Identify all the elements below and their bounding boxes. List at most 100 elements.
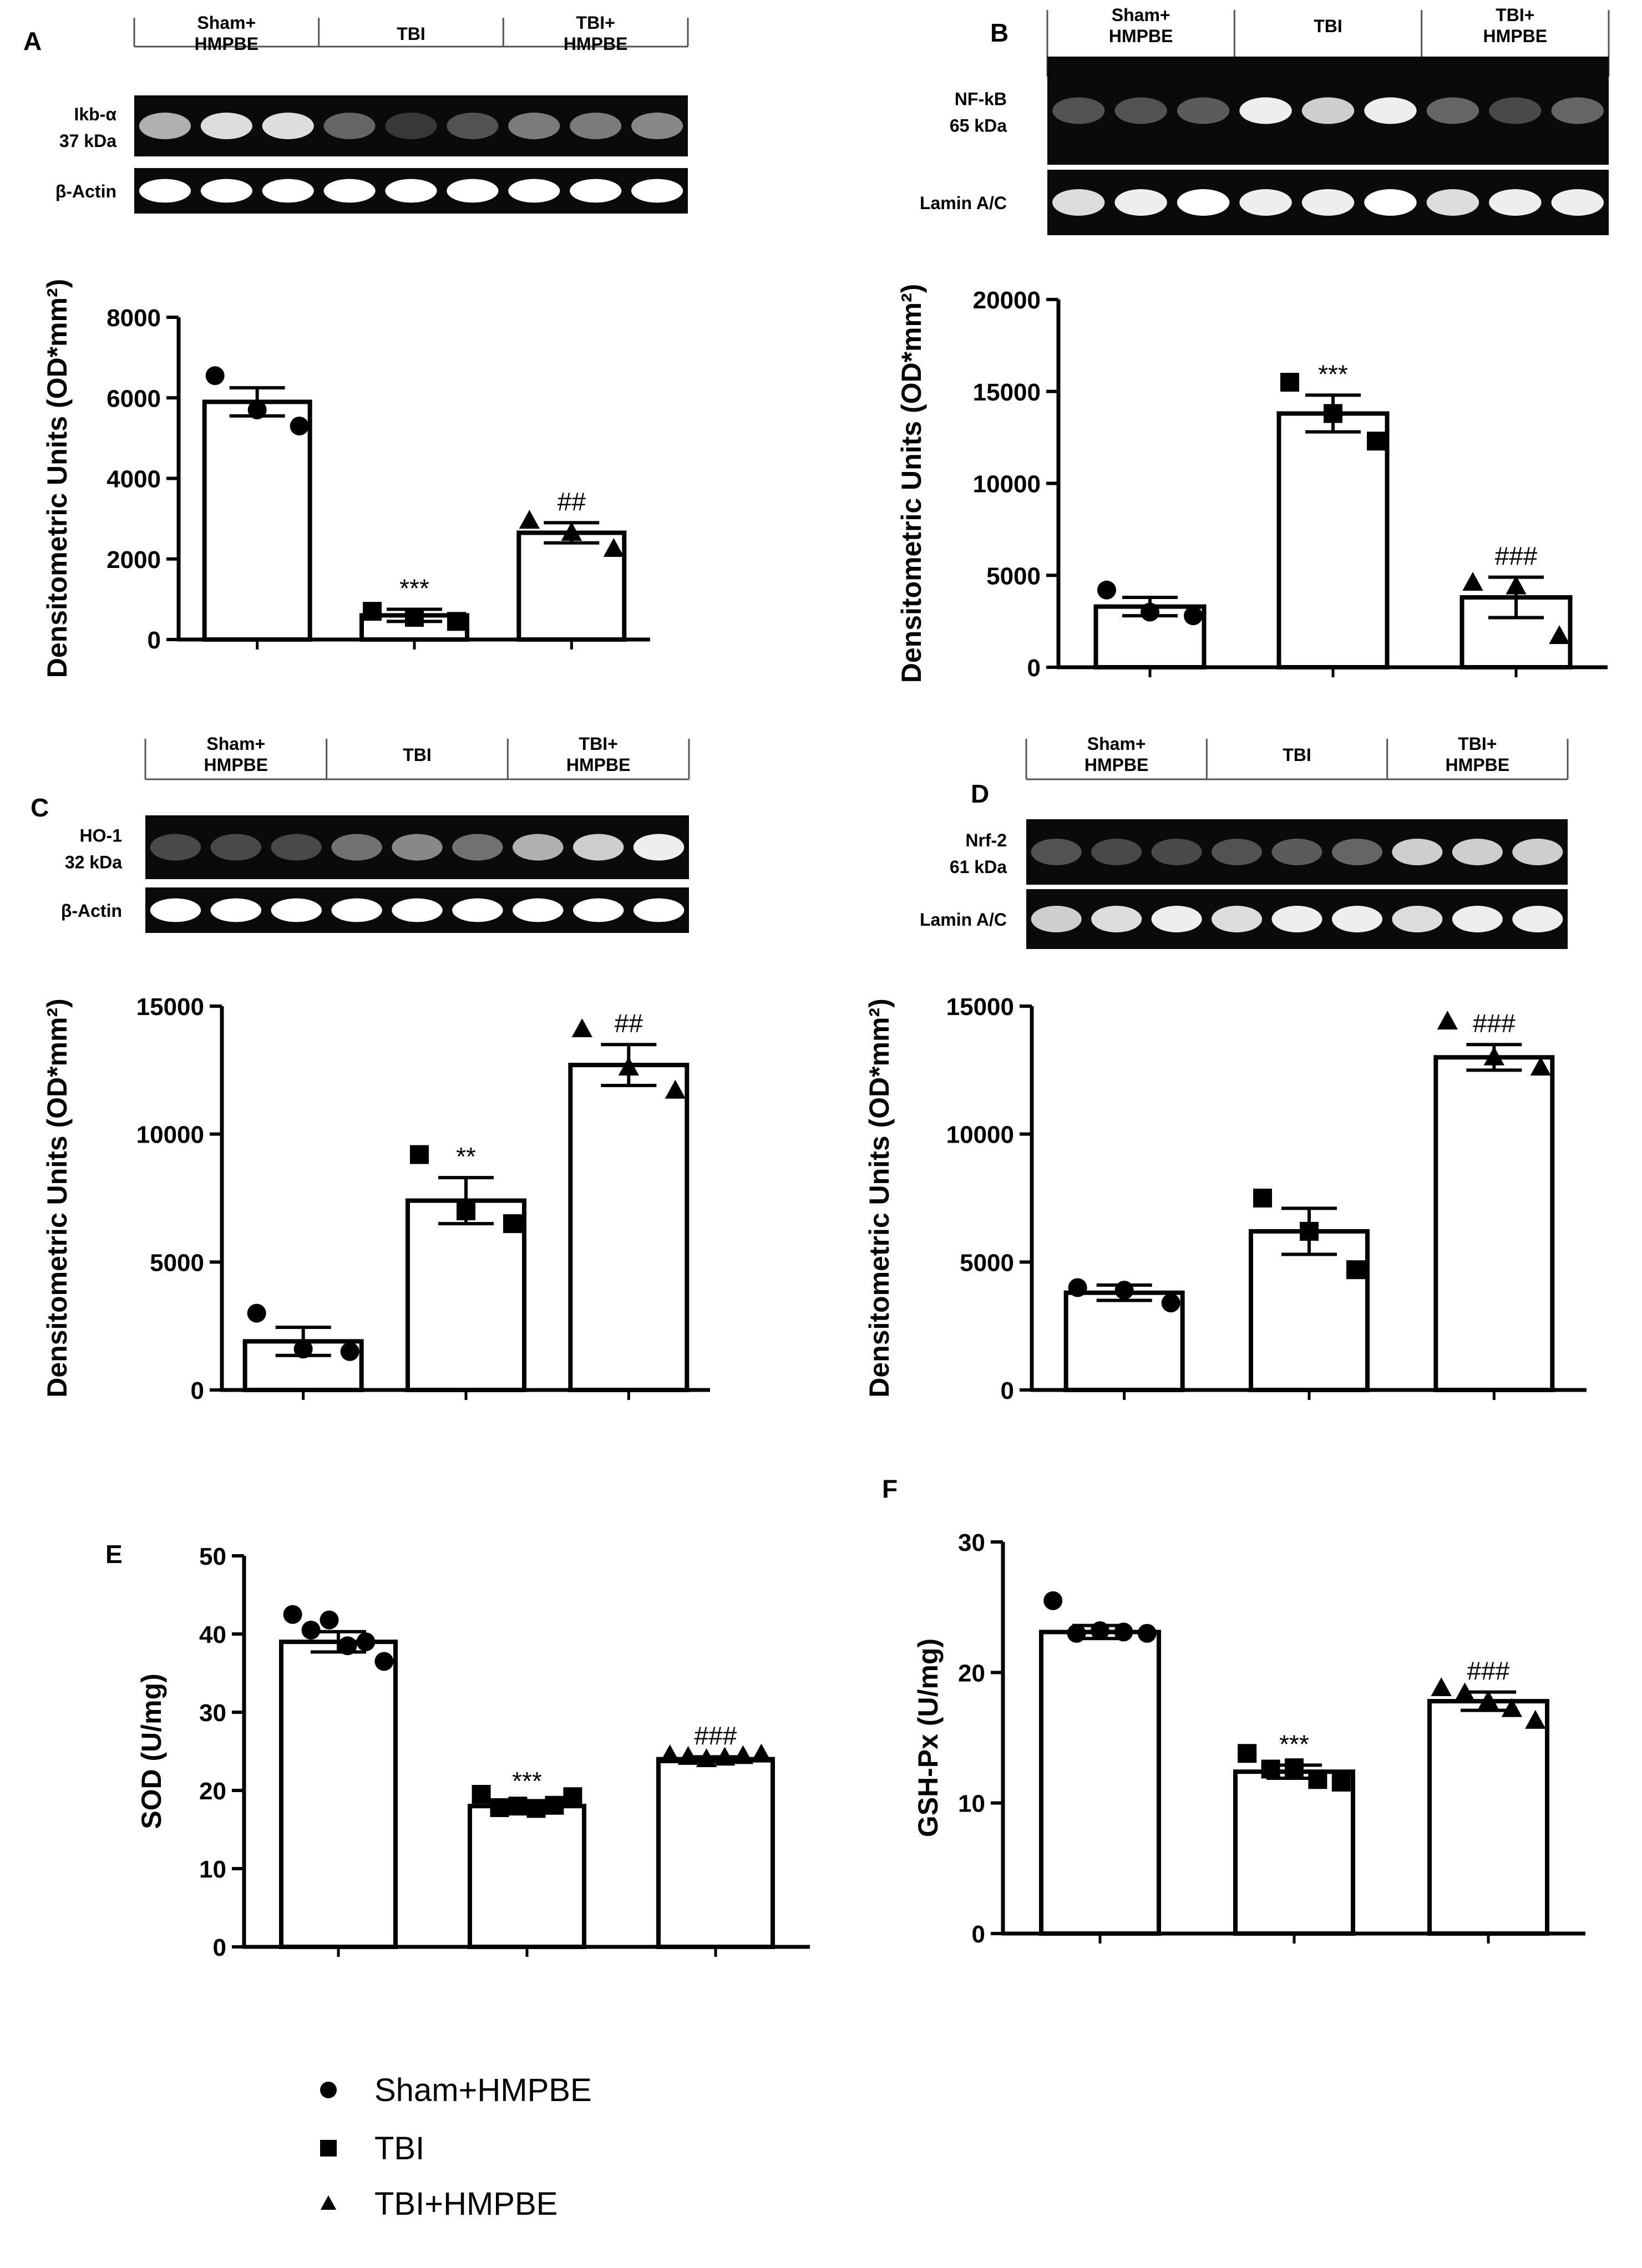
panel-letter: F (882, 1474, 898, 1503)
data-point (1324, 404, 1342, 423)
legend-label: TBI (374, 2130, 424, 2166)
blot-row-label-line: HO-1 (80, 826, 122, 846)
blot-band (1151, 906, 1202, 932)
blot-band (447, 179, 499, 203)
legend-marker-circle (320, 2082, 337, 2098)
blot-row-label: β-Actin (61, 901, 122, 921)
group-label: TBI+HMPBE (566, 734, 631, 775)
blot-row-label: Nrf-2 61 kDa (950, 830, 1007, 877)
y-tick-label: 6000 (107, 385, 161, 412)
data-point (618, 1057, 640, 1076)
y-tick-label: 0 (972, 1921, 985, 1948)
blot-band (262, 179, 314, 203)
data-point (508, 1797, 528, 1816)
data-point (659, 1744, 681, 1763)
y-axis-label: Densitometric Units (OD*mm²) (896, 284, 927, 683)
bar-chart-d: 0 5000 10000 15000 Densitometric Units (OD*m… (864, 993, 1587, 1404)
blot-band (1052, 97, 1105, 124)
data-point (374, 1652, 394, 1671)
blot-row-label-line: β-Actin (55, 181, 116, 201)
data-point (301, 1620, 321, 1640)
group-label: Sham+HMPBE (1109, 5, 1173, 46)
y-tick-label: 0 (148, 627, 161, 654)
bar (202, 399, 312, 642)
y-axis-label: Densitometric Units (OD*mm²) (864, 998, 895, 1398)
blot-band (323, 179, 376, 203)
group-label-line: Sham+ (1112, 5, 1170, 25)
data-point (472, 1785, 491, 1804)
blot-band (1489, 97, 1542, 124)
blot-band (1426, 97, 1479, 124)
blot-band (331, 834, 382, 861)
group-label-line: TBI (403, 745, 432, 765)
blot-band (447, 113, 499, 139)
group-label-line: TBI (1283, 745, 1311, 765)
bar (1233, 1769, 1355, 1936)
y-tick-label: 30 (958, 1529, 985, 1556)
y-tick-label: 30 (199, 1699, 226, 1727)
blot-band (1364, 97, 1417, 124)
legend-label: TBI+HMPBE (374, 2186, 558, 2222)
blot-band (1331, 906, 1382, 932)
data-point (1161, 1293, 1180, 1313)
data-point (665, 1079, 686, 1099)
data-point (1067, 1623, 1086, 1643)
group-label-line: Sham+ (1087, 734, 1146, 754)
blot-row-label: Lamin A/C (920, 193, 1007, 213)
blot-band (570, 179, 622, 203)
significance-label: ### (695, 1721, 737, 1750)
significance-label: ## (615, 1009, 643, 1038)
y-tick-label: 0 (213, 1934, 226, 1961)
data-point (205, 366, 225, 385)
data-point (1091, 1621, 1109, 1641)
y-tick-label: 5000 (986, 562, 1041, 590)
data-point (490, 1798, 509, 1818)
data-point (1300, 1221, 1319, 1241)
significance-label: ### (1467, 1657, 1510, 1686)
blot-band (1177, 97, 1230, 124)
blot-band (1239, 97, 1292, 124)
blot-band (1212, 839, 1263, 865)
legend-marker-square (320, 2140, 337, 2157)
data-point (320, 1610, 339, 1630)
y-axis-label: Densitometric Units (OD*mm²) (42, 998, 73, 1398)
blot-band (631, 179, 683, 203)
significance-label: ### (1473, 1009, 1516, 1038)
data-point (571, 1018, 593, 1037)
data-point (1137, 1623, 1157, 1643)
data-point (1331, 1773, 1351, 1792)
blot-band (1114, 97, 1167, 124)
blot-band (1031, 839, 1082, 865)
blot-band (1271, 906, 1322, 932)
significance-label: *** (512, 1767, 542, 1795)
data-point (1549, 625, 1570, 645)
data-point (696, 1748, 717, 1768)
blot-band (1512, 906, 1563, 932)
y-tick-label: 20 (958, 1660, 985, 1687)
blot-band (1177, 189, 1230, 216)
y-tick-label: 15000 (973, 379, 1041, 406)
data-point (447, 612, 466, 631)
bar (1249, 1229, 1370, 1393)
y-tick-label: 4000 (107, 466, 161, 493)
bar (1039, 1630, 1161, 1936)
data-point (247, 400, 267, 420)
blot-band (139, 179, 191, 203)
blot-band (1239, 189, 1292, 216)
group-label-line: TBI+ (579, 734, 618, 754)
data-point (1454, 1682, 1476, 1702)
group-label: Sham+HMPBE (1084, 734, 1149, 775)
blot-row-label: HO-1 32 kDa (65, 826, 122, 872)
y-axis-label: GSH-Px (U/mg) (913, 1638, 944, 1837)
data-point (1068, 1278, 1087, 1297)
y-tick-label: 15000 (136, 993, 204, 1021)
bar-chart-f: F 0 10 20 30 GSH-Px (U/mg) *** ### (882, 1474, 1585, 1948)
group-label-line: HMPBE (1084, 755, 1149, 775)
data-point (714, 1747, 736, 1766)
blot-band (385, 179, 437, 203)
y-tick-label: 0 (191, 1377, 204, 1404)
group-label: TBI+HMPBE (564, 13, 628, 54)
